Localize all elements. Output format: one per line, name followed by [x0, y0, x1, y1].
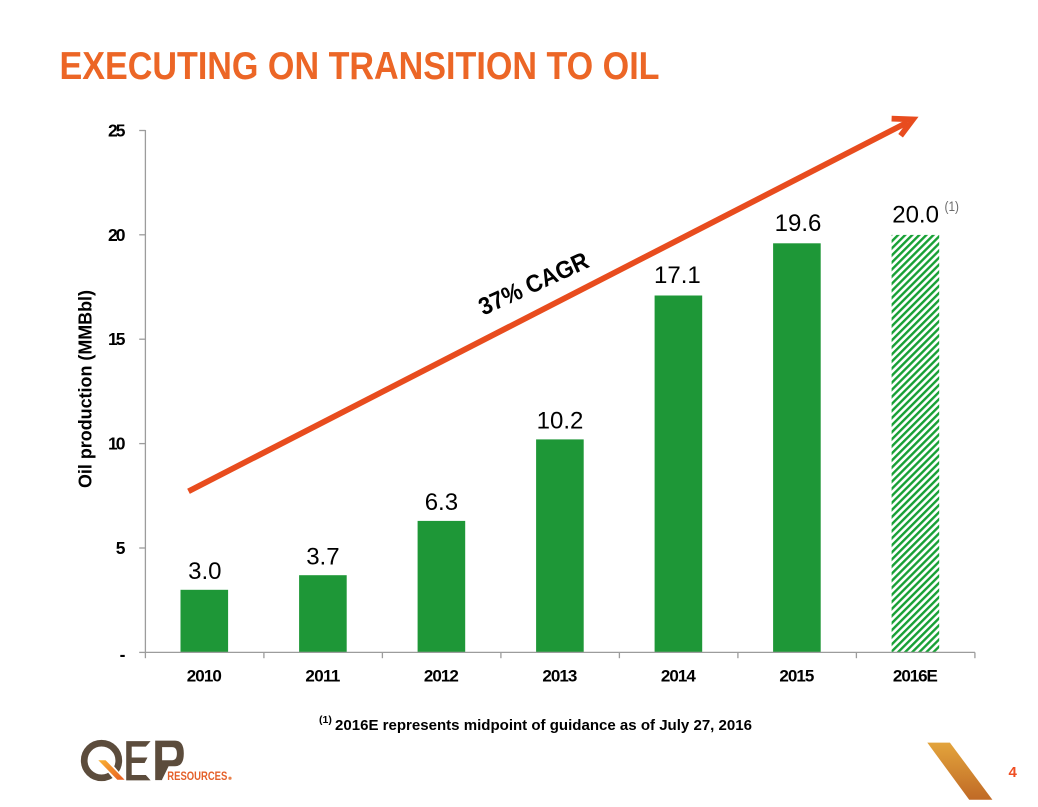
svg-text:3.0: 3.0	[188, 558, 221, 585]
svg-text:(1): (1)	[319, 714, 332, 726]
svg-text:2015: 2015	[779, 667, 814, 686]
svg-text:19.6: 19.6	[775, 210, 822, 237]
svg-text:20.0: 20.0	[892, 201, 939, 228]
svg-text:(1): (1)	[945, 199, 960, 214]
svg-text:5: 5	[116, 538, 126, 558]
svg-text:10: 10	[108, 434, 126, 454]
svg-text:-: -	[120, 645, 126, 665]
svg-text:15: 15	[108, 329, 126, 349]
svg-text:25: 25	[108, 121, 126, 141]
svg-text:20: 20	[108, 225, 126, 245]
svg-text:Oil production (MMBbl): Oil production (MMBbl)	[76, 290, 96, 488]
svg-text:EXECUTING ON TRANSITION TO OIL: EXECUTING ON TRANSITION TO OIL	[60, 45, 660, 88]
svg-text:17.1: 17.1	[654, 262, 701, 289]
svg-text:2014: 2014	[661, 667, 697, 686]
svg-text:2012: 2012	[424, 667, 459, 686]
svg-text:2013: 2013	[542, 667, 577, 686]
svg-text:RESOURCES: RESOURCES	[167, 769, 227, 783]
svg-text:2016E represents midpoint of g: 2016E represents midpoint of guidance as…	[335, 717, 752, 734]
svg-text:3.7: 3.7	[306, 543, 339, 570]
svg-text:37% CAGR: 37% CAGR	[475, 247, 594, 321]
svg-text:2011: 2011	[305, 667, 340, 686]
svg-text:2016E: 2016E	[893, 667, 938, 686]
svg-text:6.3: 6.3	[425, 489, 458, 516]
svg-text:4: 4	[1009, 764, 1018, 781]
svg-text:10.2: 10.2	[537, 407, 584, 434]
svg-text:2010: 2010	[187, 667, 222, 686]
